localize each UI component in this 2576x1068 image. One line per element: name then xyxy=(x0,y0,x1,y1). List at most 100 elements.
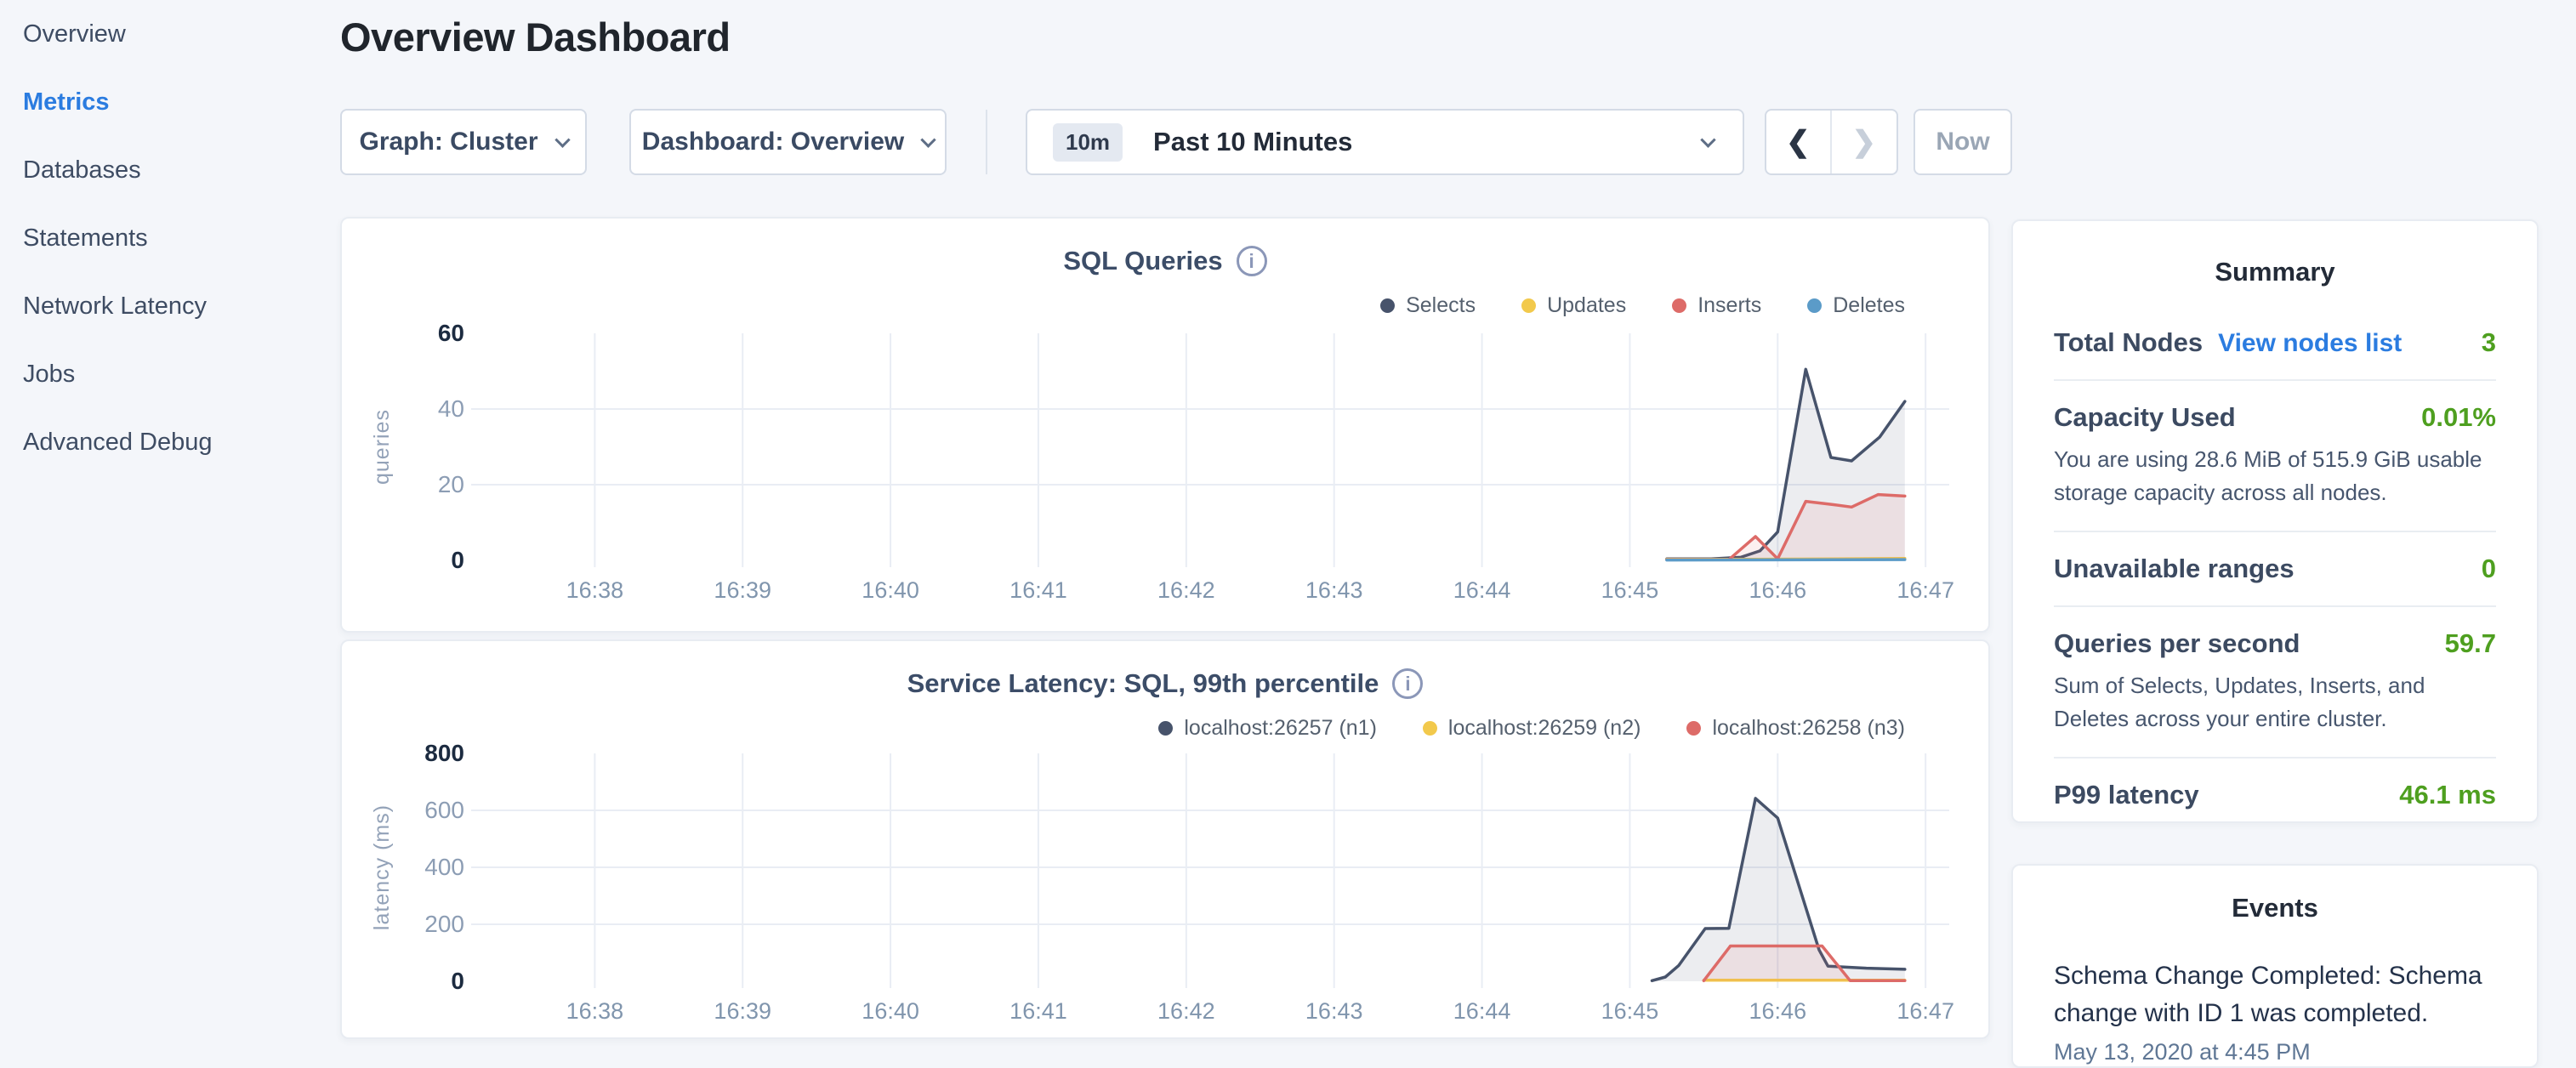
svg-text:400: 400 xyxy=(424,854,464,880)
svg-text:16:47: 16:47 xyxy=(1896,998,1954,1024)
chevron-right-icon: ❯ xyxy=(1852,125,1877,159)
legend-label: Selects xyxy=(1406,293,1476,318)
info-icon[interactable]: i xyxy=(1392,668,1423,699)
svg-text:16:44: 16:44 xyxy=(1453,577,1511,603)
chart-header: Service Latency: SQL, 99th percentile i xyxy=(342,668,1988,699)
svg-text:200: 200 xyxy=(424,911,464,937)
svg-text:40: 40 xyxy=(438,395,464,422)
legend-item: Deletes xyxy=(1807,293,1905,318)
dashboard-dropdown[interactable]: Dashboard: Overview xyxy=(629,109,947,175)
view-nodes-list-link[interactable]: View nodes list xyxy=(2218,329,2402,358)
legend-dot xyxy=(1672,298,1686,313)
time-window-dropdown[interactable]: 10m Past 10 Minutes xyxy=(1026,109,1744,175)
time-window-badge: 10m xyxy=(1053,123,1123,162)
legend-item: Updates xyxy=(1521,293,1626,318)
svg-text:16:43: 16:43 xyxy=(1305,998,1363,1024)
previous-time-button[interactable]: ❮ xyxy=(1766,111,1832,173)
svg-text:16:39: 16:39 xyxy=(714,998,771,1024)
summary-row-description: Sum of Selects, Updates, Inserts, and De… xyxy=(2054,669,2496,736)
chevron-left-icon: ❮ xyxy=(1786,125,1811,159)
svg-text:16:41: 16:41 xyxy=(1009,998,1067,1024)
summary-title: Summary xyxy=(2054,221,2496,306)
chart-legend: Selects Updates Inserts Deletes xyxy=(1380,293,1905,318)
dashboard-label: Dashboard: Overview xyxy=(642,128,904,156)
legend-item: Selects xyxy=(1380,293,1476,318)
event-message: Schema Change Completed: Schema change w… xyxy=(2054,957,2496,1032)
svg-text:16:42: 16:42 xyxy=(1157,577,1215,603)
summary-panel: Summary Total Nodes View nodes list 3 Ca… xyxy=(2011,219,2539,823)
info-icon[interactable]: i xyxy=(1237,246,1267,276)
page-title: Overview Dashboard xyxy=(340,14,731,60)
sidebar-item-databases[interactable]: Databases xyxy=(23,136,312,204)
chart-title: Service Latency: SQL, 99th percentile xyxy=(907,668,1379,699)
legend-item: Inserts xyxy=(1672,293,1761,318)
summary-row-total-nodes: Total Nodes View nodes list 3 xyxy=(2054,306,2496,379)
svg-text:600: 600 xyxy=(424,797,464,823)
legend-label: Updates xyxy=(1547,293,1626,318)
summary-row-label: P99 latency xyxy=(2054,780,2199,810)
svg-text:16:44: 16:44 xyxy=(1453,998,1511,1024)
svg-text:16:42: 16:42 xyxy=(1157,998,1215,1024)
svg-text:0: 0 xyxy=(451,968,464,994)
summary-row-capacity-used: Capacity Used 0.01% You are using 28.6 M… xyxy=(2054,381,2496,531)
now-button[interactable]: Now xyxy=(1914,109,2012,175)
service-latency-card: Service Latency: SQL, 99th percentile i … xyxy=(340,639,1990,1039)
summary-row-unavailable-ranges: Unavailable ranges 0 xyxy=(2054,532,2496,605)
summary-row-label: Queries per second xyxy=(2054,628,2300,659)
summary-row-label: Total Nodes xyxy=(2054,327,2203,358)
svg-text:16:40: 16:40 xyxy=(862,577,919,603)
svg-text:800: 800 xyxy=(424,740,464,766)
dashboard-controls: Graph: Cluster Dashboard: Overview 10m P… xyxy=(340,109,2012,175)
sidebar-item-advanced-debug[interactable]: Advanced Debug xyxy=(23,408,312,476)
next-time-button[interactable]: ❯ xyxy=(1832,111,1897,173)
sidebar-item-jobs[interactable]: Jobs xyxy=(23,340,312,408)
summary-row-value: 46.1 ms xyxy=(2399,780,2496,810)
summary-row-description: You are using 28.6 MiB of 515.9 GiB usab… xyxy=(2054,443,2496,509)
legend-dot xyxy=(1521,298,1536,313)
summary-row-value: 0.01% xyxy=(2421,402,2496,433)
summary-row-value: 0 xyxy=(2482,554,2496,584)
sql-queries-card: SQL Queries i Selects Updates Inserts De… xyxy=(340,217,1990,633)
summary-row-value: 3 xyxy=(2482,327,2496,358)
svg-text:16:38: 16:38 xyxy=(566,577,624,603)
svg-text:16:46: 16:46 xyxy=(1749,998,1807,1024)
legend-dot xyxy=(1807,298,1822,313)
summary-row-label: Capacity Used xyxy=(2054,402,2236,433)
svg-text:16:38: 16:38 xyxy=(566,998,624,1024)
events-title: Events xyxy=(2054,866,2496,934)
time-step-buttons: ❮ ❯ xyxy=(1765,109,1898,175)
sql-queries-chart[interactable]: 16:3816:3916:4016:4116:4216:4316:4416:45… xyxy=(350,316,1983,605)
summary-row-p99-latency: P99 latency 46.1 ms xyxy=(2054,758,2496,832)
chevron-down-icon xyxy=(1700,132,1715,147)
summary-row-value: 59.7 xyxy=(2445,628,2496,659)
sidebar-item-statements[interactable]: Statements xyxy=(23,204,312,272)
events-panel: Events Schema Change Completed: Schema c… xyxy=(2011,864,2539,1068)
sidebar: Overview Metrics Databases Statements Ne… xyxy=(23,0,312,476)
chevron-down-icon xyxy=(554,132,570,147)
legend-dot xyxy=(1380,298,1395,313)
svg-text:0: 0 xyxy=(451,547,464,573)
chart-title: SQL Queries xyxy=(1063,246,1222,276)
svg-text:latency (ms): latency (ms) xyxy=(370,804,394,930)
chevron-down-icon xyxy=(921,132,936,147)
service-latency-chart[interactable]: 16:3816:3916:4016:4116:4216:4316:4416:45… xyxy=(350,736,1983,1031)
svg-text:60: 60 xyxy=(438,320,464,346)
svg-text:queries: queries xyxy=(370,409,394,485)
summary-row-queries-per-second: Queries per second 59.7 Sum of Selects, … xyxy=(2054,607,2496,757)
sidebar-item-network-latency[interactable]: Network Latency xyxy=(23,272,312,340)
sidebar-item-overview[interactable]: Overview xyxy=(23,0,312,68)
svg-text:16:46: 16:46 xyxy=(1749,577,1807,603)
controls-divider xyxy=(986,110,987,174)
sidebar-item-metrics[interactable]: Metrics xyxy=(23,68,312,136)
summary-row-label: Unavailable ranges xyxy=(2054,554,2295,584)
graph-scope-dropdown[interactable]: Graph: Cluster xyxy=(340,109,587,175)
svg-text:16:43: 16:43 xyxy=(1305,577,1363,603)
legend-dot xyxy=(1686,721,1701,736)
svg-text:16:39: 16:39 xyxy=(714,577,771,603)
svg-text:16:45: 16:45 xyxy=(1601,577,1659,603)
svg-text:16:45: 16:45 xyxy=(1601,998,1659,1024)
graph-scope-label: Graph: Cluster xyxy=(359,128,537,156)
svg-text:16:47: 16:47 xyxy=(1896,577,1954,603)
chart-header: SQL Queries i xyxy=(342,246,1988,276)
legend-dot xyxy=(1158,721,1173,736)
